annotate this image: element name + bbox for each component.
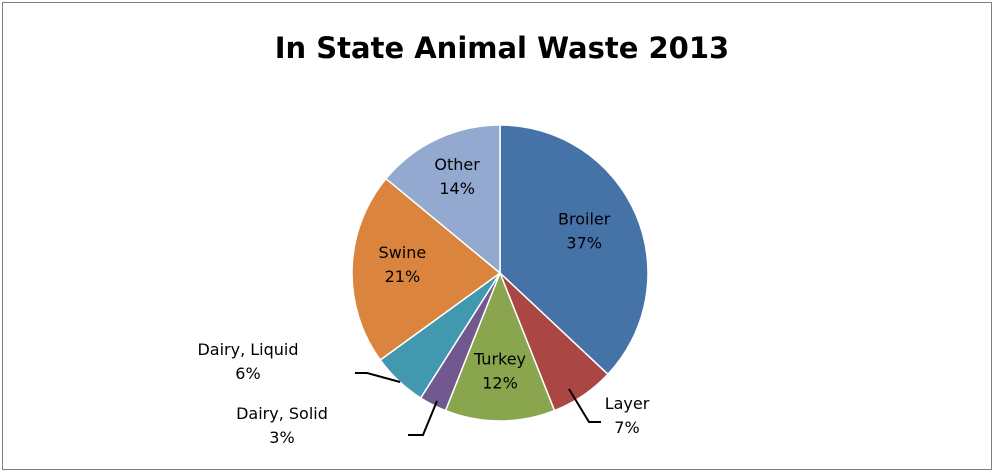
leader-line-dairy-solid xyxy=(408,400,438,436)
leader-lines xyxy=(355,372,601,436)
slice-label-turkey: Turkey xyxy=(473,350,526,369)
leader-line-dairy-liquid xyxy=(355,372,401,383)
pie-slices xyxy=(351,124,649,422)
leader-line-layer xyxy=(568,388,601,423)
chart-title: In State Animal Waste 2013 xyxy=(275,31,729,65)
slice-label-dairy-solid: Dairy, Solid xyxy=(236,404,328,423)
slice-percent-other: 14% xyxy=(439,179,475,198)
slice-turkey xyxy=(444,270,556,422)
slice-other xyxy=(384,124,501,275)
slice-percent-swine: 21% xyxy=(385,267,421,286)
slice-percent-dairy-liquid: 6% xyxy=(235,364,260,383)
slice-label-layer: Layer xyxy=(605,394,650,413)
slice-labels: Broiler 37% Layer 7% Turkey 12% Dairy, Solid 3%… xyxy=(197,155,649,447)
slice-broiler xyxy=(499,124,649,376)
slice-percent-layer: 7% xyxy=(614,418,639,437)
pie-chart: In State Animal Waste 2013 Broiler 37% Lay… xyxy=(197,31,729,447)
slice-percent-broiler: 37% xyxy=(566,234,602,253)
slice-label-broiler: Broiler xyxy=(558,210,611,229)
slice-percent-dairy-solid: 3% xyxy=(269,428,294,447)
slice-label-other: Other xyxy=(434,155,480,174)
slice-label-dairy-liquid: Dairy, Liquid xyxy=(197,340,298,359)
slice-label-swine: Swine xyxy=(379,243,427,262)
slice-percent-turkey: 12% xyxy=(482,374,518,393)
slice-swine xyxy=(351,177,502,362)
